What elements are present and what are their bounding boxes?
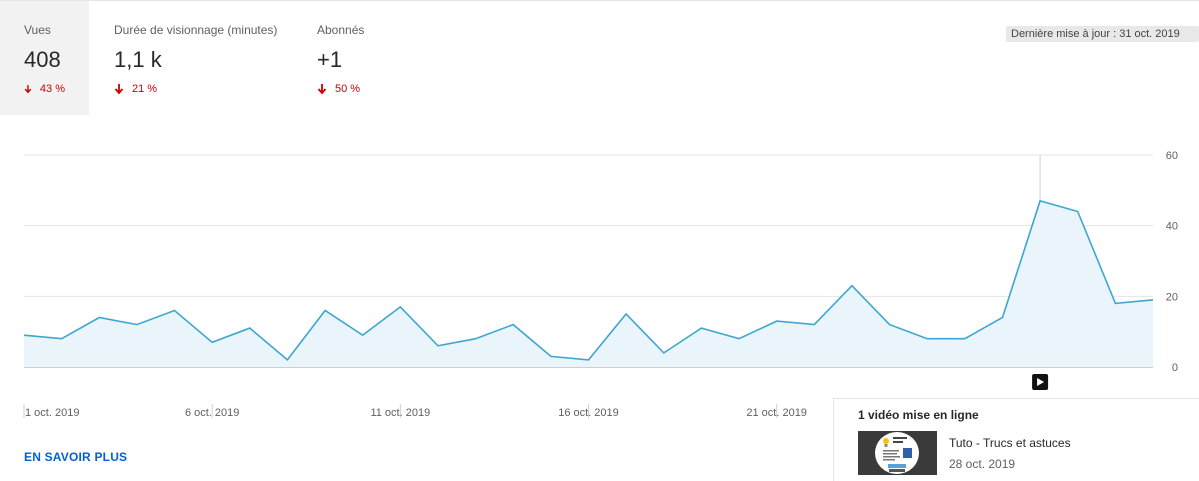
arrow-down-icon [24, 84, 32, 93]
arrow-down-icon [114, 83, 124, 94]
x-tick-label: 11 oct. 2019 [370, 407, 430, 419]
learn-more-link[interactable]: EN SAVOIR PLUS [24, 450, 128, 464]
data-point[interactable] [849, 283, 855, 289]
data-point[interactable] [473, 336, 479, 342]
data-point[interactable] [360, 332, 366, 338]
metric-value: 1,1 k [114, 47, 162, 72]
uploaded-video-item[interactable]: Tuto - Trucs et astuces 28 oct. 2019 [858, 431, 1188, 477]
data-point[interactable] [548, 353, 554, 359]
video-date: 28 oct. 2019 [949, 457, 1016, 471]
views-area-fill [24, 200, 1153, 367]
arrow-down-icon [317, 83, 327, 94]
data-point[interactable] [962, 336, 968, 342]
data-point[interactable] [811, 322, 817, 328]
data-point[interactable] [209, 339, 215, 345]
metric-delta-value: 43 % [39, 83, 65, 95]
x-tick-label: 1 oct. 2019 [25, 407, 79, 419]
data-point[interactable] [510, 322, 516, 328]
metric-delta-value: 50 % [335, 83, 361, 95]
data-point[interactable] [661, 350, 667, 356]
metric-delta: 21 % [114, 83, 279, 95]
data-point[interactable] [397, 304, 403, 310]
metric-label: Vues [24, 23, 51, 37]
upload-panel: 1 vidéo mise en ligne [833, 398, 1199, 481]
data-point[interactable] [736, 336, 742, 342]
thumbnail-artwork [883, 437, 912, 472]
views-chart[interactable]: 60 40 20 0 1 oct. 2019 6 oct. 2019 11 oct. 201… [0, 131, 1199, 431]
data-point[interactable] [1112, 300, 1118, 306]
data-point[interactable] [134, 322, 140, 328]
metric-tabs: Vues 408 43 % Durée de visionnage (minut… [0, 1, 413, 115]
data-point[interactable] [21, 332, 27, 338]
data-point[interactable] [774, 318, 780, 324]
metric-delta: 50 % [317, 83, 389, 95]
data-point[interactable] [623, 311, 629, 317]
last-updated-badge: Dernière mise à jour : 31 oct. 2019 [1006, 26, 1199, 42]
data-point[interactable] [96, 315, 102, 321]
metric-label: Abonnés [317, 23, 365, 37]
x-tick-label: 6 oct. 2019 [185, 407, 239, 419]
data-point[interactable] [924, 336, 930, 342]
data-point[interactable] [887, 322, 893, 328]
y-tick-label: 20 [1166, 291, 1178, 303]
x-tick-label: 16 oct. 2019 [558, 407, 619, 419]
views-series-line [23, 199, 1154, 362]
data-point[interactable] [284, 357, 290, 363]
y-tick-label: 0 [1172, 362, 1178, 374]
x-tick-label: 21 oct. 2019 [746, 407, 807, 419]
data-point[interactable] [172, 307, 178, 313]
data-point[interactable] [247, 325, 253, 331]
metric-label: Durée de visionnage (minutes) [114, 23, 278, 37]
data-point[interactable] [1150, 297, 1156, 303]
metric-delta: 43 % [24, 83, 65, 95]
data-point[interactable] [1075, 209, 1081, 215]
metric-tab-views[interactable]: Vues 408 43 % [0, 1, 89, 115]
data-point[interactable] [586, 357, 592, 363]
data-point[interactable] [435, 343, 441, 349]
metric-delta-value: 21 % [132, 83, 158, 95]
metric-tab-watch-time[interactable]: Durée de visionnage (minutes) 1,1 k 21 % [89, 1, 303, 115]
video-thumbnail[interactable] [858, 431, 937, 475]
thumbnail-logo-image [875, 432, 919, 474]
metric-tab-subscribers[interactable]: Abonnés +1 50 % [303, 1, 413, 115]
data-point[interactable] [698, 325, 704, 331]
video-title: Tuto - Trucs et astuces [949, 436, 1071, 450]
y-tick-label: 60 [1166, 150, 1178, 162]
data-point[interactable] [59, 336, 65, 342]
y-tick-label: 40 [1166, 221, 1178, 233]
play-icon [1037, 378, 1045, 386]
data-point[interactable] [999, 315, 1005, 321]
data-point[interactable] [322, 307, 328, 313]
views-chart-svg: 60 40 20 0 1 oct. 2019 6 oct. 2019 11 oct. 201… [21, 150, 1178, 419]
upload-panel-title: 1 vidéo mise en ligne [858, 408, 979, 422]
metric-value: 408 [24, 47, 61, 72]
metric-value: +1 [317, 47, 343, 72]
data-point[interactable] [1037, 198, 1043, 204]
